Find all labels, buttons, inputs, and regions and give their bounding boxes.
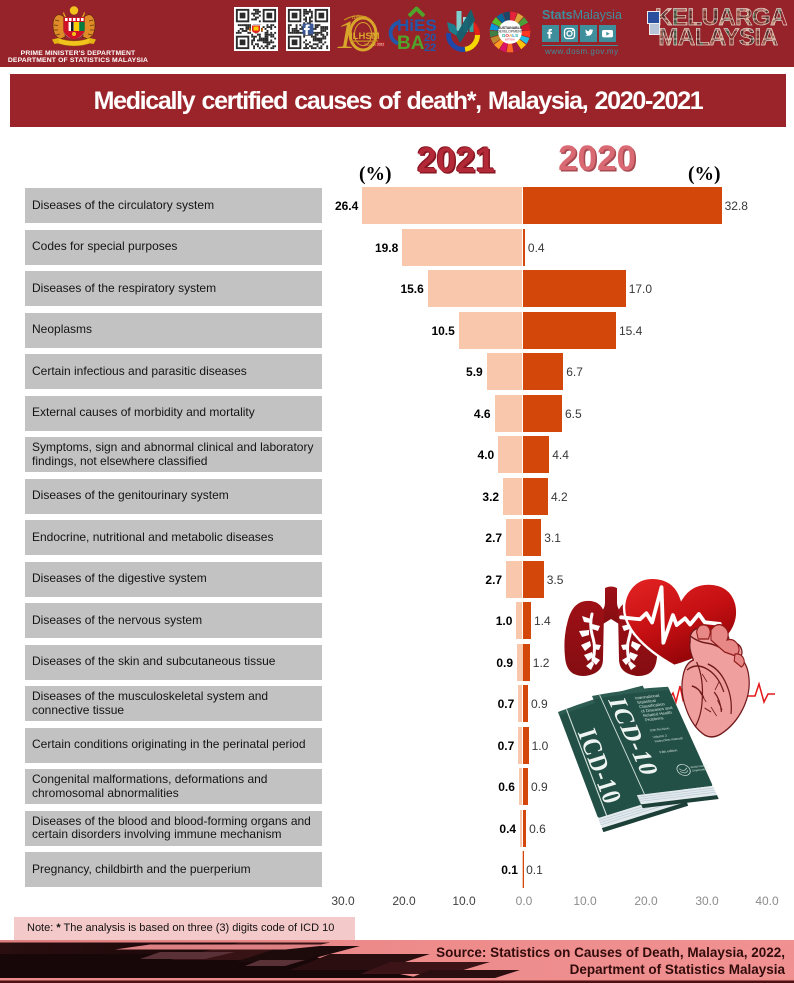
svg-text:Classification: Classification	[638, 702, 666, 710]
svg-text:Fifth edition: Fifth edition	[659, 748, 678, 754]
svg-text:2012-2022: 2012-2022	[364, 43, 381, 47]
svg-text:22: 22	[424, 42, 436, 53]
svg-text:DEVELOPMENT: DEVELOPMENT	[497, 30, 523, 34]
svg-text:Organization: Organization	[691, 767, 709, 773]
svg-text:SUSTAINABLE: SUSTAINABLE	[498, 26, 523, 30]
svg-text:1: 1	[336, 12, 356, 54]
svg-text:HiES: HiES	[397, 16, 437, 35]
svg-text:Problems: Problems	[644, 716, 664, 723]
svg-text:International: International	[634, 693, 660, 700]
svg-text:20: 20	[424, 32, 436, 44]
svg-text:tahun: tahun	[352, 14, 367, 21]
svg-text:World Health: World Health	[690, 764, 708, 770]
svg-text:Volume 2: Volume 2	[652, 734, 668, 739]
svg-text:BA: BA	[397, 33, 425, 53]
svg-text:Related Health: Related Health	[642, 710, 673, 718]
svg-text:Statistical: Statistical	[636, 698, 657, 705]
svg-text:ILHSM: ILHSM	[350, 31, 380, 42]
svg-text:Instruction manual: Instruction manual	[654, 736, 684, 743]
svg-text:M??SiA: M??SiA	[505, 38, 515, 42]
svg-text:GOALS: GOALS	[502, 33, 518, 38]
svg-text:10th Revision: 10th Revision	[649, 726, 670, 732]
svg-text:of Diseases and: of Diseases and	[640, 705, 674, 713]
svg-text:2022: 2022	[377, 42, 384, 46]
